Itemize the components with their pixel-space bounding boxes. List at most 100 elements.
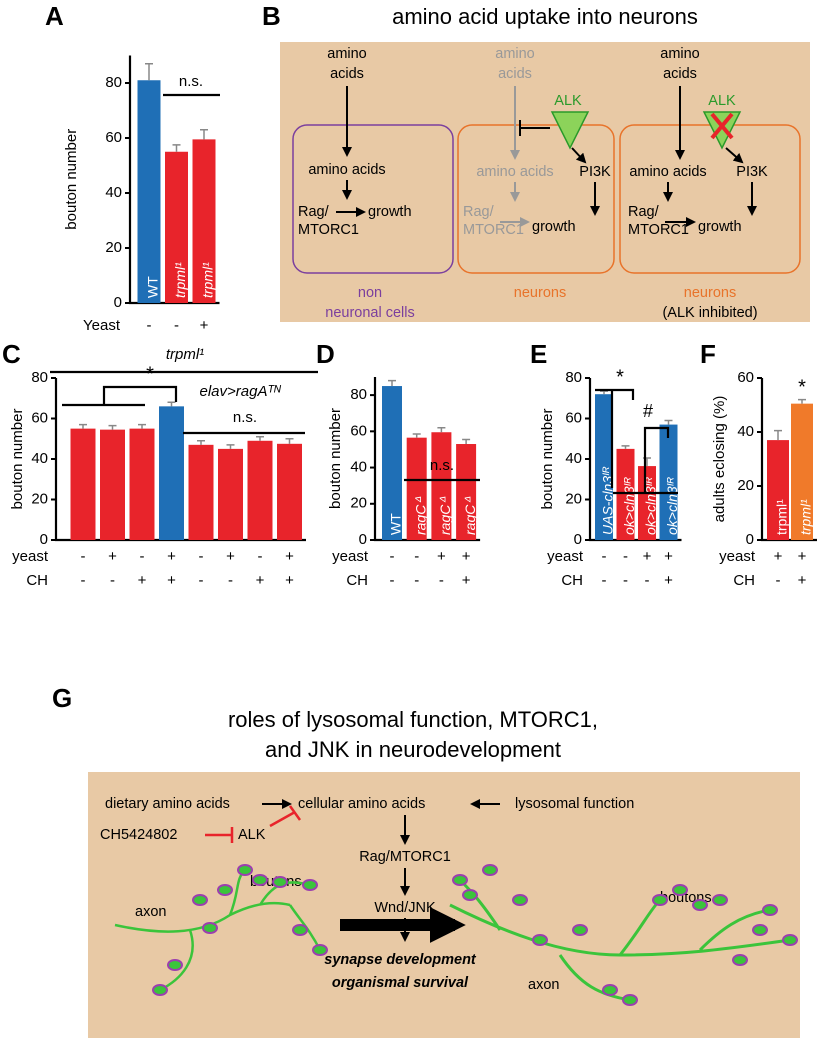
error-bar [798,398,806,404]
condition-value: - [110,572,115,589]
diagram-b: amino acid uptake into neurons amino aci… [280,4,810,322]
y-axis-label: bouton number [63,129,80,230]
bracket [62,385,178,407]
bar-label: ok>cln3ᴵᴿ [621,477,637,535]
bar-label: UAS-cln3ᴵᴿ [600,467,616,535]
error-bar [621,445,630,449]
annotation: # [643,401,653,421]
arrow [725,147,744,164]
bar-label: trpml¹ [172,262,188,298]
condition-value: - [258,548,263,565]
bouton [462,889,478,901]
caption: neurons [684,285,736,301]
bar [218,448,243,540]
condition-value: - [81,572,86,589]
y-tick-label: 0 [114,294,122,311]
condition-value: + [774,548,783,565]
y-tick-label: 40 [350,459,367,476]
y-tick-label: 60 [737,369,754,386]
bar [456,444,477,540]
label: growth [368,204,412,220]
neuron-drawing [114,864,798,1006]
bouton [712,894,728,906]
condition-value: - [414,572,419,589]
label: amino acids [629,164,706,180]
label: amino [660,46,700,62]
label: cellular amino acids [298,796,425,812]
error-bar [412,433,421,438]
outcome: organismal survival [332,975,469,991]
label: amino [327,46,367,62]
error-bar [167,401,176,407]
diagram-g: roles of lysosomal function, MTORC1, and… [88,707,800,1038]
bar [616,448,635,540]
condition-value: - [623,548,628,565]
panel-letter: C [2,339,21,369]
bar [406,437,427,540]
caption: neuronal cells [325,305,414,321]
label: growth [698,219,742,235]
y-tick-label: 20 [350,495,367,512]
annotation: n.s. [233,409,257,426]
label: lysosomal function [515,796,634,812]
y-tick-label: 0 [359,531,367,548]
title: and JNK in neurodevelopment [265,737,561,762]
label: acids [330,66,364,82]
bouton [782,934,798,946]
bouton [217,884,233,896]
condition-value: - [602,548,607,565]
condition-value: - [228,572,233,589]
condition-value: - [602,572,607,589]
panel-letter: E [530,339,547,369]
y-axis-label: bouton number [539,409,556,510]
y-tick-label: 80 [350,386,367,403]
bar-label: trpml¹ [774,499,790,535]
bouton [202,922,218,934]
condition-value: + [226,548,235,565]
bouton [302,879,318,891]
label: amino acids [308,162,385,178]
condition-label: CH [561,572,583,589]
inhibited-mark [710,112,734,140]
bouton [167,959,183,971]
bar [791,403,813,540]
label: MTORC1 [298,222,359,238]
label: Wnd/JNK [374,900,436,916]
label: amino acids [476,164,553,180]
bar [137,80,161,303]
panel-letter: G [52,683,72,713]
condition-value: + [167,572,176,589]
bouton [482,864,498,876]
y-tick-label: 20 [31,490,48,507]
label: dietary amino acids [105,796,230,812]
error-bar [200,129,208,140]
label: acids [498,66,532,82]
y-tick-label: 60 [31,409,48,426]
bouton [512,894,528,906]
bar-label: WT [388,513,404,535]
bouton [762,904,778,916]
error-bar [197,440,205,445]
label: axon [135,904,166,920]
condition-value: - [414,548,419,565]
error-bar [79,423,87,429]
y-tick-label: 20 [737,477,754,494]
bar [595,394,613,540]
panel-letter: D [316,339,335,369]
annotation: n.s. [430,457,454,474]
label: Rag/ [298,204,330,220]
caption: (ALK inhibited) [662,305,757,321]
y-tick-label: 80 [565,369,582,386]
y-axis-label: bouton number [327,408,344,509]
error-bar [437,426,446,433]
condition-value: + [200,317,209,334]
annotation: elav>ragAᵀᴺ [199,383,281,400]
bar [767,440,789,540]
label: PI3K [579,164,611,180]
y-tick-label: 0 [574,531,582,548]
condition-label: CH [733,572,755,589]
error-bar [226,444,235,449]
y-tick-label: 60 [105,129,122,146]
label: ALK [554,93,582,109]
